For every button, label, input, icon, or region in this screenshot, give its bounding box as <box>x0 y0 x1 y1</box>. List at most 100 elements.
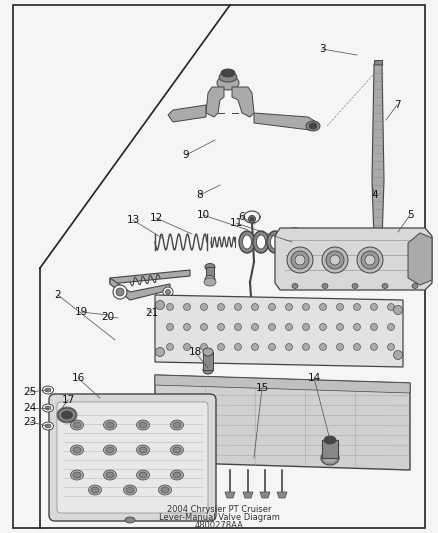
Ellipse shape <box>201 343 208 351</box>
Polygon shape <box>110 270 190 284</box>
Ellipse shape <box>253 231 269 253</box>
Ellipse shape <box>103 470 117 480</box>
Ellipse shape <box>352 284 358 288</box>
Ellipse shape <box>137 420 149 430</box>
Ellipse shape <box>42 386 53 394</box>
Bar <box>206 267 214 279</box>
Text: 11: 11 <box>230 218 243 228</box>
Text: 9: 9 <box>183 150 189 160</box>
Ellipse shape <box>170 445 184 455</box>
Ellipse shape <box>319 324 326 330</box>
Ellipse shape <box>166 303 173 311</box>
Ellipse shape <box>139 447 147 453</box>
FancyBboxPatch shape <box>57 402 208 513</box>
Ellipse shape <box>73 447 81 453</box>
Ellipse shape <box>58 408 76 422</box>
Ellipse shape <box>217 76 239 90</box>
Ellipse shape <box>382 284 388 288</box>
Ellipse shape <box>309 123 317 129</box>
Text: 20: 20 <box>102 312 115 322</box>
Polygon shape <box>168 105 206 122</box>
Ellipse shape <box>319 303 326 311</box>
Polygon shape <box>408 233 432 285</box>
Ellipse shape <box>61 411 73 419</box>
Ellipse shape <box>106 472 114 478</box>
Ellipse shape <box>203 348 213 356</box>
Polygon shape <box>206 87 224 117</box>
Ellipse shape <box>303 343 310 351</box>
Text: 5: 5 <box>407 210 413 220</box>
Polygon shape <box>155 375 410 470</box>
Ellipse shape <box>336 324 343 330</box>
Polygon shape <box>254 113 318 130</box>
Text: 2004 Chrysler PT Cruiser: 2004 Chrysler PT Cruiser <box>167 505 271 514</box>
Polygon shape <box>372 65 384 240</box>
Ellipse shape <box>286 303 293 311</box>
Ellipse shape <box>243 235 251 249</box>
Text: 4800278AA: 4800278AA <box>194 521 244 530</box>
Ellipse shape <box>159 485 172 495</box>
Ellipse shape <box>184 303 191 311</box>
Ellipse shape <box>125 517 135 523</box>
Ellipse shape <box>268 324 276 330</box>
Ellipse shape <box>357 250 399 260</box>
Polygon shape <box>155 295 403 367</box>
Ellipse shape <box>374 62 382 68</box>
Bar <box>322 440 338 458</box>
Text: 2: 2 <box>55 290 61 300</box>
Ellipse shape <box>173 447 181 453</box>
Polygon shape <box>13 5 425 528</box>
Polygon shape <box>243 492 253 498</box>
Ellipse shape <box>155 348 165 357</box>
Ellipse shape <box>251 324 258 330</box>
Ellipse shape <box>103 420 117 430</box>
Ellipse shape <box>173 422 181 428</box>
Ellipse shape <box>113 285 127 299</box>
Ellipse shape <box>388 343 395 351</box>
Ellipse shape <box>234 324 241 330</box>
Ellipse shape <box>353 324 360 330</box>
Text: 16: 16 <box>71 373 85 383</box>
Text: 12: 12 <box>149 213 162 223</box>
Text: 18: 18 <box>188 347 201 357</box>
Ellipse shape <box>203 366 213 374</box>
Ellipse shape <box>88 485 102 495</box>
Ellipse shape <box>267 231 283 253</box>
Ellipse shape <box>371 343 378 351</box>
Text: 6: 6 <box>239 212 245 222</box>
Text: 10: 10 <box>196 210 209 220</box>
Ellipse shape <box>218 324 225 330</box>
Ellipse shape <box>257 235 265 249</box>
Ellipse shape <box>251 303 258 311</box>
Ellipse shape <box>184 324 191 330</box>
Ellipse shape <box>234 343 241 351</box>
Ellipse shape <box>322 247 348 273</box>
Ellipse shape <box>73 422 81 428</box>
Ellipse shape <box>234 303 241 311</box>
Ellipse shape <box>124 485 137 495</box>
Ellipse shape <box>306 121 320 131</box>
Text: 21: 21 <box>145 308 159 318</box>
Ellipse shape <box>161 487 169 493</box>
Ellipse shape <box>371 303 378 311</box>
Text: 3: 3 <box>319 44 325 54</box>
Ellipse shape <box>303 324 310 330</box>
Text: 24: 24 <box>23 403 37 413</box>
Ellipse shape <box>163 287 173 297</box>
Polygon shape <box>232 87 254 117</box>
Ellipse shape <box>42 404 53 412</box>
Ellipse shape <box>271 235 279 249</box>
Ellipse shape <box>268 343 276 351</box>
Ellipse shape <box>412 284 418 288</box>
Ellipse shape <box>184 343 191 351</box>
Ellipse shape <box>268 303 276 311</box>
Text: 17: 17 <box>61 395 74 405</box>
Polygon shape <box>110 278 170 300</box>
Ellipse shape <box>336 303 343 311</box>
Text: 19: 19 <box>74 307 88 317</box>
Ellipse shape <box>126 487 134 493</box>
Bar <box>203 352 213 370</box>
Ellipse shape <box>137 445 149 455</box>
Ellipse shape <box>139 472 147 478</box>
Ellipse shape <box>116 288 124 296</box>
